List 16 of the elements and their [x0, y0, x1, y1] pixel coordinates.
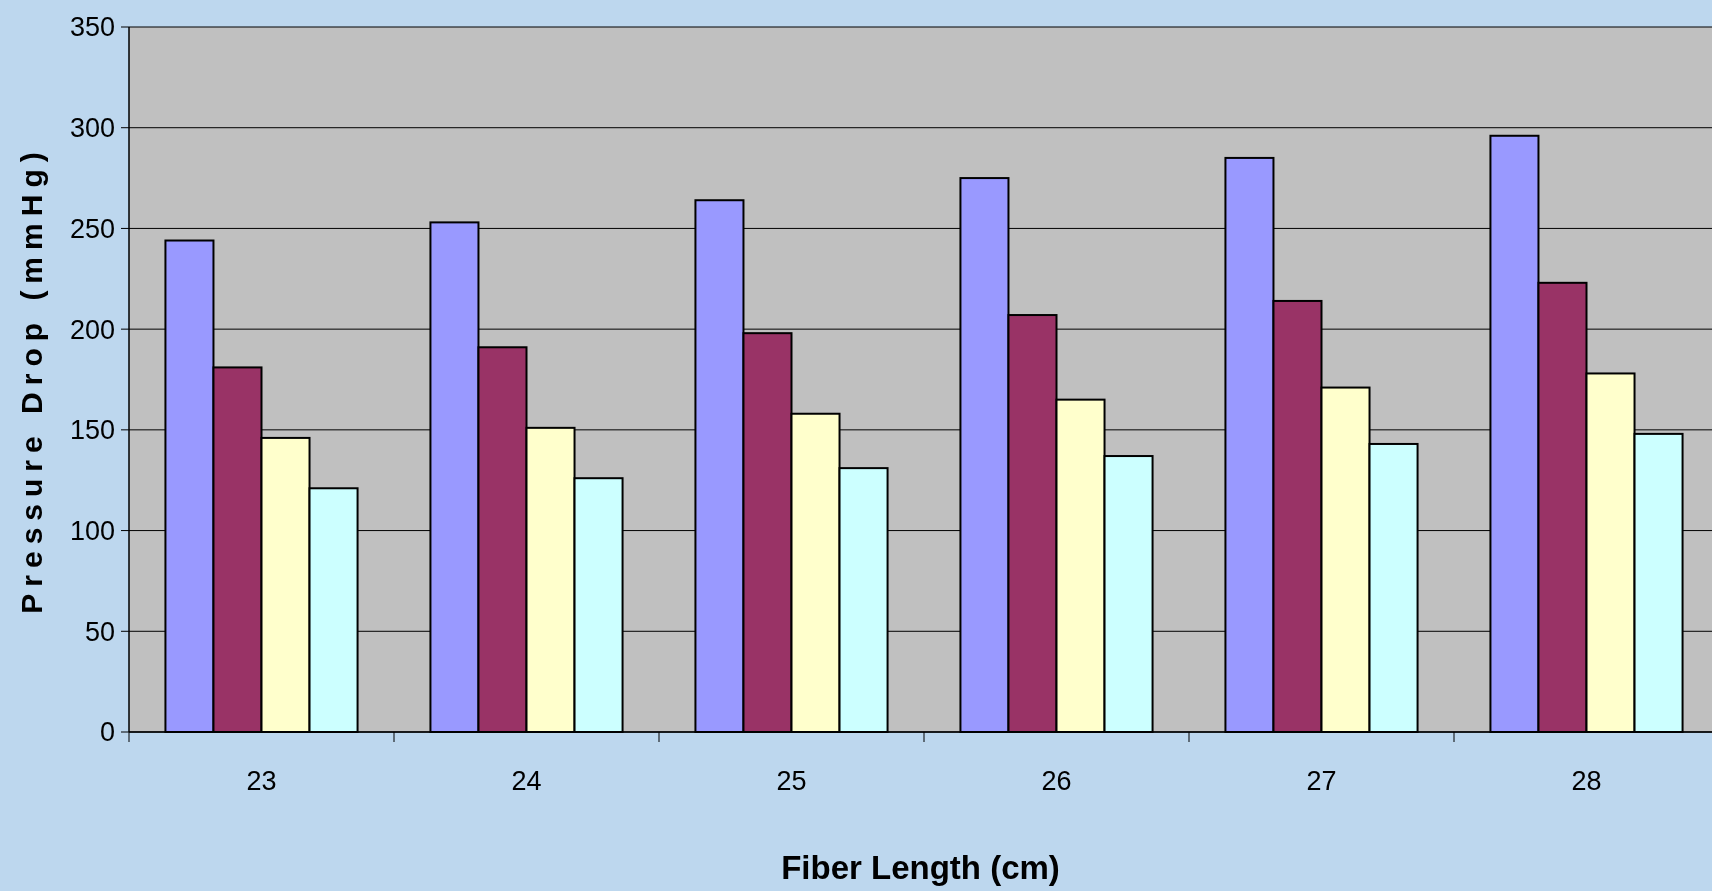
y-tick-label: 200: [69, 314, 115, 345]
x-tick-label: 24: [511, 766, 542, 796]
y-tick-label: 50: [84, 616, 115, 647]
x-tick-label: 26: [1041, 766, 1072, 796]
x-tick-label: 28: [1571, 766, 1602, 796]
y-tick-label: 100: [69, 516, 115, 547]
y-tick-label: 150: [69, 415, 115, 446]
x-axis-title: Fiber Length (cm): [781, 849, 1060, 886]
x-tick-label: 25: [776, 766, 807, 796]
y-tick-label: 250: [69, 213, 115, 244]
y-tick-label: 350: [69, 12, 115, 43]
x-tick-label: 27: [1306, 766, 1337, 796]
y-tick-label: 300: [69, 113, 115, 144]
y-tick-label: 0: [99, 717, 115, 748]
x-tick-label: 23: [246, 766, 277, 796]
y-axis-title: Pressure Drop (mmHg): [15, 145, 48, 614]
